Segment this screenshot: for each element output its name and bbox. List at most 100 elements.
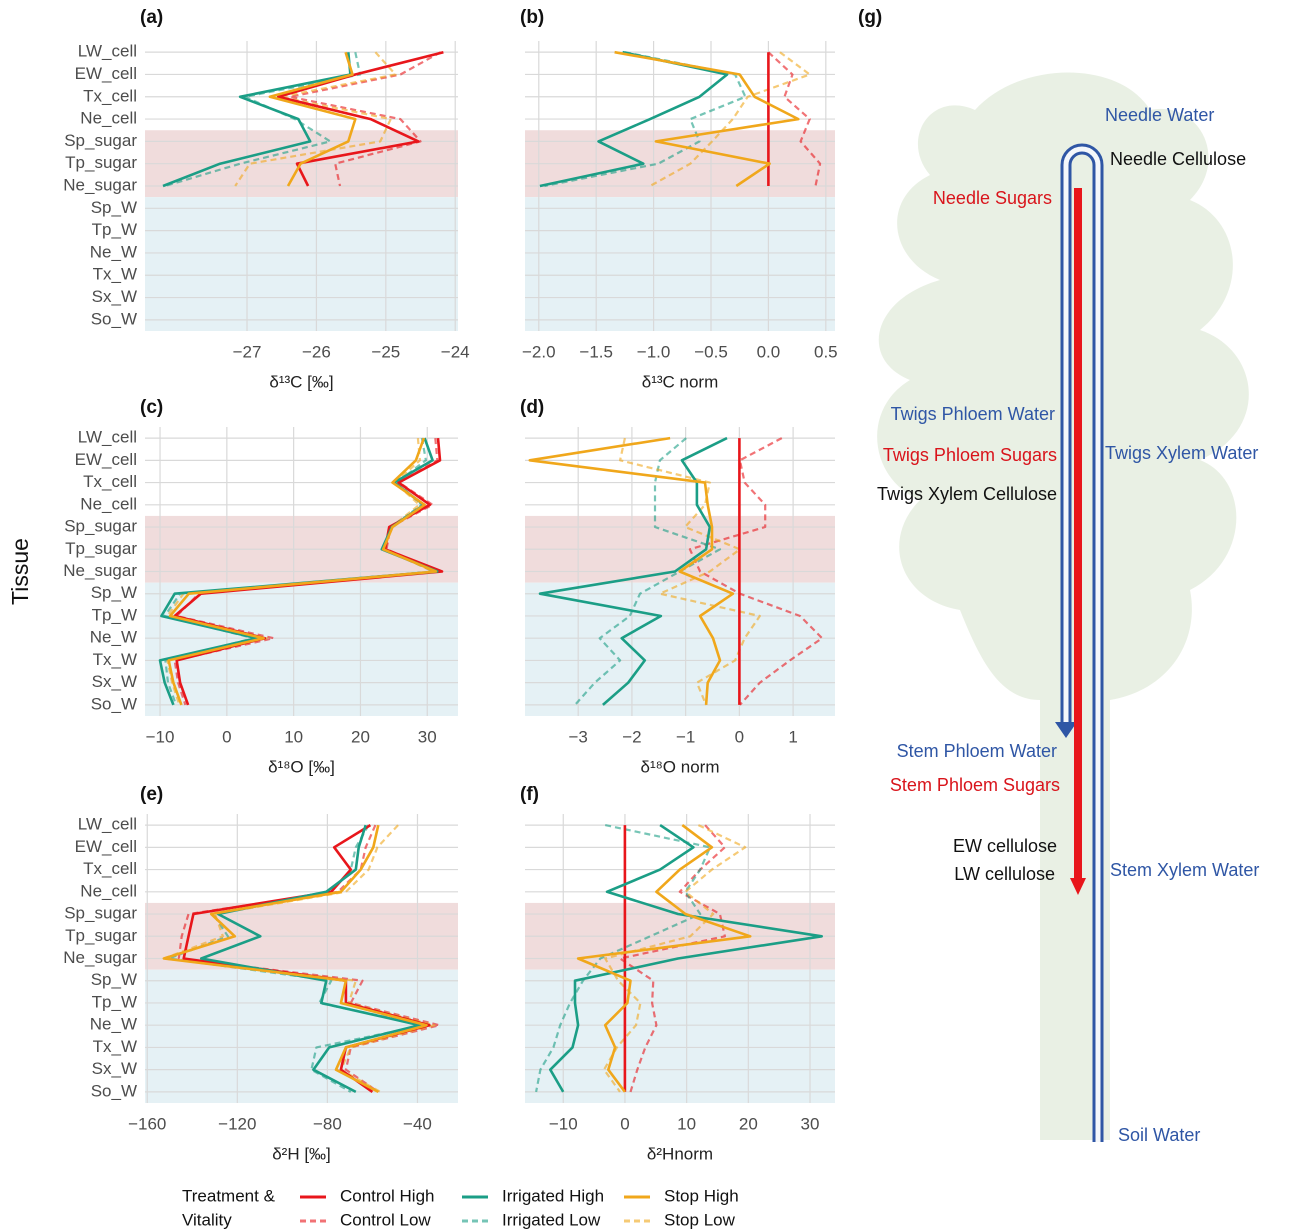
diagram-label: Stem Phloem Water (897, 741, 1057, 761)
legend: Treatment & Vitality Control High Control L… (182, 1186, 739, 1229)
diagram-label: Needle Sugars (933, 188, 1052, 208)
water-band (525, 969, 835, 1103)
panel-label: (c) (140, 397, 163, 418)
legend-title: Treatment & (182, 1186, 276, 1205)
y-tick-label: Sp_W (91, 583, 137, 602)
series-line (162, 824, 428, 1094)
series-line (277, 50, 444, 187)
series-line (173, 437, 444, 706)
y-tick-label: Tp_W (92, 220, 137, 239)
x-tick-label: 0 (620, 1114, 629, 1133)
series-line (167, 437, 438, 706)
series-line (535, 824, 712, 1093)
water-band (525, 582, 835, 716)
x-tick-label: 0 (222, 727, 231, 746)
series-line (549, 824, 823, 1093)
x-tick-label: −10 (146, 727, 175, 746)
y-tick-label: Sx_W (92, 672, 137, 691)
y-tick-label: So_W (91, 694, 137, 713)
y-tick-label: Ne_W (90, 1015, 137, 1034)
diagram-label: Twigs Xylem Water (1105, 443, 1258, 463)
y-tick-label: So_W (91, 309, 137, 328)
series-line (574, 437, 722, 706)
y-tick-label: Sp_W (91, 970, 137, 989)
diagram-label: Twigs Phloem Water (891, 404, 1055, 424)
y-tick-label: Tp_sugar (65, 926, 137, 945)
panel: −10 0 10 20 30 δ²Hnorm (f) (520, 784, 835, 1163)
series-line (649, 51, 811, 187)
x-tick-label: −1.0 (637, 342, 671, 361)
series-line (268, 51, 357, 187)
y-tick-label: Tx_cell (83, 859, 137, 878)
diagram-label: Soil Water (1118, 1125, 1200, 1145)
panel: −3 −2 −1 0 1 δ¹⁸O norm (d) (520, 397, 835, 776)
x-tick-label: −26 (302, 342, 331, 361)
y-axis-label: Tissue (7, 538, 33, 605)
x-tick-label: 10 (284, 727, 303, 746)
x-tick-label: 0.0 (757, 342, 781, 361)
y-tick-label: Ne_cell (80, 494, 137, 513)
water-band (145, 582, 458, 716)
diagram-label: Needle Cellulose (1110, 149, 1246, 169)
y-tick-label: Sx_W (92, 1059, 137, 1078)
x-tick-label: −0.5 (694, 342, 728, 361)
panel-label: (g) (858, 7, 882, 28)
x-axis-label: δ²Hnorm (647, 1144, 713, 1163)
y-tick-label: Tx_W (93, 265, 137, 284)
diagram-label: Stem Xylem Water (1110, 860, 1259, 880)
water-band (145, 969, 458, 1103)
x-tick-label: 0.5 (814, 342, 838, 361)
x-tick-label: 30 (801, 1114, 820, 1133)
x-axis-label: δ²H [‰] (272, 1144, 331, 1163)
x-axis-label: δ¹⁸O [‰] (268, 757, 335, 776)
y-tick-label: Tx_W (93, 650, 137, 669)
legend-label: Stop High (664, 1186, 739, 1205)
series-line (528, 436, 735, 705)
x-tick-label: −24 (441, 342, 470, 361)
panel-label: (b) (520, 7, 544, 28)
diagram-label: EW cellulose (953, 836, 1057, 856)
legend-label: Irrigated Low (502, 1210, 601, 1229)
x-tick-label: −27 (233, 342, 262, 361)
panel-label: (f) (520, 784, 539, 805)
y-tick-label: Ne_sugar (63, 561, 137, 580)
y-tick-label: LW_cell (78, 42, 137, 61)
x-axis-label: δ¹⁸O norm (641, 757, 720, 776)
y-tick-label: Ne_sugar (63, 948, 137, 967)
legend-label: Irrigated High (502, 1186, 604, 1205)
series-line (539, 50, 729, 188)
y-tick-label: Tx_W (93, 1037, 137, 1056)
x-axis-label: δ¹³C norm (642, 372, 719, 391)
legend-title: Vitality (182, 1210, 232, 1229)
series-line (576, 824, 752, 1093)
series-line (602, 824, 747, 1093)
x-tick-label: 30 (418, 727, 437, 746)
x-tick-label: −1.5 (579, 342, 613, 361)
series-line (614, 50, 800, 188)
y-tick-label: LW_cell (78, 815, 137, 834)
y-tick-label: Sp_sugar (64, 131, 137, 150)
legend-label: Control Low (340, 1210, 431, 1229)
y-tick-label: Tp_W (92, 992, 137, 1011)
x-tick-label: 20 (351, 727, 370, 746)
y-tick-label: Sx_W (92, 287, 137, 306)
panel-label: (d) (520, 397, 544, 418)
y-tick-label: Ne_cell (80, 109, 137, 128)
x-tick-label: 1 (788, 727, 797, 746)
series-line (688, 437, 824, 706)
y-tick-label: Ne_sugar (63, 175, 137, 194)
diagram-label: Needle Water (1105, 105, 1214, 125)
y-tick-label: Ne_W (90, 628, 137, 647)
x-tick-label: −80 (313, 1114, 342, 1133)
y-tick-label: Tx_cell (83, 86, 137, 105)
diagram-label: LW cellulose (954, 864, 1055, 884)
x-tick-label: −2.0 (522, 342, 556, 361)
y-tick-label: EW_cell (75, 450, 137, 469)
y-tick-label: Tx_cell (83, 472, 137, 491)
series-line (767, 51, 822, 187)
y-tick-label: Tp_sugar (65, 539, 137, 558)
y-tick-label: So_W (91, 1081, 137, 1100)
x-axis-label: δ¹³C [‰] (269, 372, 333, 391)
y-tick-label: LW_cell (78, 428, 137, 447)
x-tick-label: −1 (676, 727, 695, 746)
